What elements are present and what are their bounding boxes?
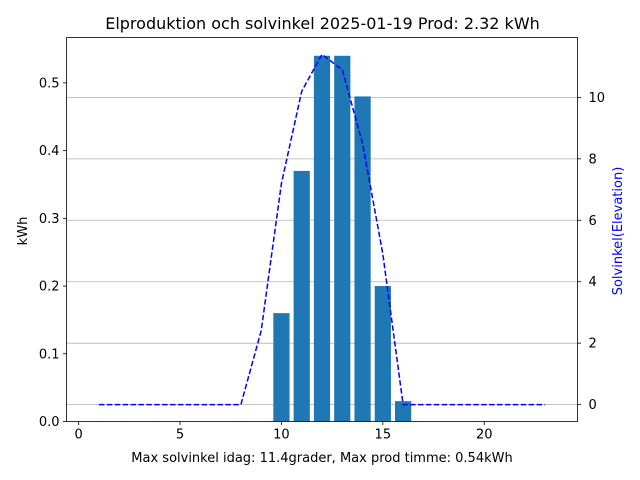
x-tick-label: 10 xyxy=(273,428,290,443)
y-right-tick-label: 8 xyxy=(589,152,597,167)
y-tick-label: 0.4 xyxy=(39,144,60,159)
line-series xyxy=(98,53,546,406)
bar xyxy=(313,55,331,422)
y-right-tick-label: 6 xyxy=(589,214,597,229)
y-right-tick-label: 4 xyxy=(589,275,597,290)
bar xyxy=(334,55,351,422)
bar xyxy=(374,286,391,422)
chart-title: Elproduktion och solvinkel 2025-01-19 Pr… xyxy=(105,14,540,33)
y-right-tick-label: 0 xyxy=(589,398,597,413)
y-right-tick-label: 10 xyxy=(589,91,606,106)
y-tick-label: 0.2 xyxy=(39,280,60,295)
y-right-tick-label: 2 xyxy=(589,337,597,352)
y-tick-label: 0.1 xyxy=(39,347,60,362)
x-tick-label: 5 xyxy=(176,428,184,443)
y-tick-label: 0.0 xyxy=(39,415,60,430)
bar-series xyxy=(273,55,412,422)
y-axis-right: 0 2 4 6 8 10 xyxy=(577,91,606,413)
x-axis-label: Max solvinkel idag: 11.4grader, Max prod… xyxy=(131,451,512,466)
y-axis-left: 0.0 0.1 0.2 0.3 0.4 0.5 xyxy=(39,76,67,430)
x-tick-label: 20 xyxy=(476,428,493,443)
y-axis-label: kWh xyxy=(16,217,31,246)
plot-frame xyxy=(66,37,578,422)
y-tick-label: 0.3 xyxy=(39,212,60,227)
elevation-line xyxy=(98,53,546,406)
y-axis-right-label: Solvinkel(Elevation) xyxy=(611,167,626,296)
bar xyxy=(354,96,371,422)
bar xyxy=(395,401,412,422)
y-tick-label: 0.5 xyxy=(39,76,60,91)
bar xyxy=(273,313,290,422)
x-tick-label: 15 xyxy=(375,428,392,443)
x-tick-label: 0 xyxy=(75,428,83,443)
x-axis: 0 5 10 15 20 xyxy=(75,421,493,443)
bar xyxy=(293,170,310,422)
